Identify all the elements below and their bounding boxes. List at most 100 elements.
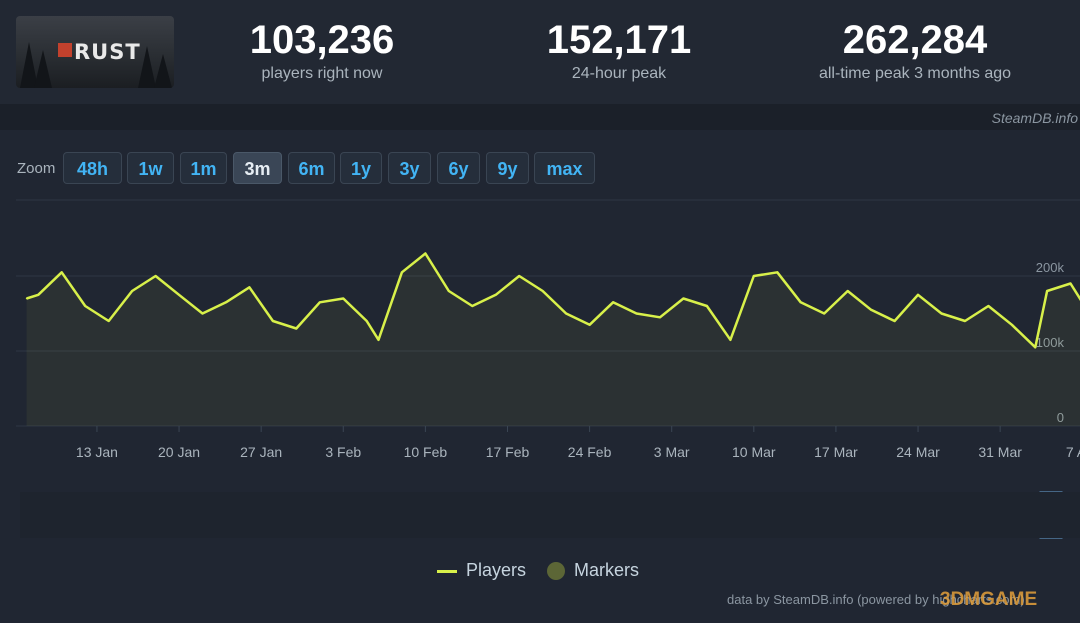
game-logo[interactable]: RUST <box>16 16 174 88</box>
data-point <box>471 305 474 307</box>
data-point <box>870 309 872 311</box>
legend-label: Markers <box>574 560 640 580</box>
legend-line-icon <box>437 569 457 573</box>
data-point <box>541 290 544 292</box>
data-point <box>377 339 380 341</box>
zoom-button-1m[interactable]: 1m <box>180 152 227 184</box>
data-point <box>424 252 427 255</box>
steamdb-credit-link[interactable]: SteamDB.info <box>991 110 1078 126</box>
data-point <box>753 275 755 277</box>
data-point <box>131 290 133 292</box>
data-point <box>60 271 63 274</box>
logo-tree <box>34 50 52 88</box>
navigator-chart[interactable]: 201420162018202020222024 <box>0 486 1080 546</box>
data-point <box>893 320 896 322</box>
chart-grid <box>16 199 1080 427</box>
data-point <box>25 297 28 300</box>
stat-all-time-peak: 262,284 all-time peak 3 months ago <box>765 18 1065 83</box>
x-tick-label: 20 Jan <box>158 444 200 460</box>
data-point <box>823 312 825 315</box>
data-point <box>612 301 614 304</box>
x-tick-label: 17 Mar <box>814 444 858 460</box>
data-point <box>1069 282 1072 285</box>
y-axis-labels: 0 100k 200k <box>1036 260 1065 425</box>
data-point <box>635 312 638 315</box>
data-point <box>37 294 40 296</box>
stat-current-players: 103,236 players right now <box>172 18 472 83</box>
stat-label: all-time peak 3 months ago <box>818 65 1012 82</box>
data-point <box>248 286 251 289</box>
x-tick-label: 3 Feb <box>325 444 361 460</box>
zoom-label: Zoom <box>17 160 56 177</box>
data-point <box>1011 324 1013 326</box>
data-point <box>365 320 368 322</box>
x-tick-label: 24 Feb <box>568 444 612 460</box>
chart-panel <box>0 130 1080 623</box>
stat-value: 262,284 <box>842 18 988 62</box>
zoom-button-6m[interactable]: 6m <box>288 152 335 184</box>
data-point <box>295 327 298 330</box>
x-tick-label: 13 Jan <box>76 444 118 460</box>
x-tick-label: 10 Mar <box>732 444 776 460</box>
legend-item-markers[interactable]: Markers <box>547 560 639 581</box>
data-point <box>272 320 274 322</box>
zoom-button-9y[interactable]: 9y <box>486 152 529 184</box>
zoom-button-1y[interactable]: 1y <box>340 152 382 184</box>
data-point <box>225 301 227 304</box>
zoom-button-3y[interactable]: 3y <box>388 152 431 184</box>
x-tick-label: 7 Apr <box>1066 444 1080 460</box>
stat-value: 103,236 <box>249 18 395 62</box>
x-tick-label: 17 Feb <box>486 444 530 460</box>
zoom-button-6y[interactable]: 6y <box>437 152 480 184</box>
data-point <box>706 305 708 307</box>
stat-label: 24-hour peak <box>571 65 667 82</box>
data-point <box>1046 290 1048 292</box>
legend-label: Players <box>466 560 527 580</box>
data-point <box>1034 346 1037 349</box>
x-tick-label: 3 Mar <box>654 444 690 460</box>
stats-header: RUST 103,236 players right now 152,171 2… <box>0 0 1080 104</box>
x-tick-label: 31 Mar <box>978 444 1022 460</box>
data-point <box>518 275 520 277</box>
data-point <box>987 305 990 307</box>
data-credit[interactable]: data by SteamDB.info (powered by highcha… <box>727 592 1025 607</box>
zoom-button-max[interactable]: max <box>534 152 595 184</box>
navigator-background <box>20 492 1080 538</box>
data-point <box>178 294 180 296</box>
y-tick-label: 0 <box>1057 410 1064 425</box>
stat-24h-peak: 152,171 24-hour peak <box>469 18 769 83</box>
logo-tree <box>154 54 172 88</box>
data-point <box>729 339 732 341</box>
data-point <box>799 301 802 304</box>
zoom-button-48h[interactable]: 48h <box>63 152 122 184</box>
x-tick-label: 10 Feb <box>404 444 448 460</box>
data-point <box>776 271 779 274</box>
data-point <box>448 290 450 292</box>
legend-dot-icon <box>547 562 565 581</box>
x-tick-label: 27 Jan <box>240 444 282 460</box>
data-point <box>659 316 661 319</box>
zoom-button-3m[interactable]: 3m <box>233 152 282 184</box>
watermark-logo: 3DMGAME <box>940 589 1038 610</box>
data-point <box>319 301 321 304</box>
data-point <box>565 312 567 315</box>
x-axis-labels: 13 Jan 20 Jan 27 Jan 3 Feb 10 Feb 17 Feb 24 Fe… <box>76 426 1080 460</box>
rust-logo-mark <box>58 43 72 57</box>
data-point <box>940 312 943 315</box>
data-point <box>201 312 204 315</box>
y-tick-label: 100k <box>1036 335 1065 350</box>
stat-value: 152,171 <box>546 18 692 62</box>
data-point <box>342 297 345 300</box>
data-point <box>964 320 966 322</box>
logo-tree <box>138 46 156 88</box>
series-area <box>26 253 1080 426</box>
stat-label: players right now <box>261 65 383 82</box>
data-point <box>495 294 497 296</box>
zoom-button-1w[interactable]: 1w <box>127 152 174 184</box>
data-point <box>107 320 110 322</box>
logo-tree <box>20 42 38 88</box>
data-point <box>401 271 403 274</box>
data-point <box>154 275 157 277</box>
legend-item-players[interactable]: Players <box>437 560 526 581</box>
